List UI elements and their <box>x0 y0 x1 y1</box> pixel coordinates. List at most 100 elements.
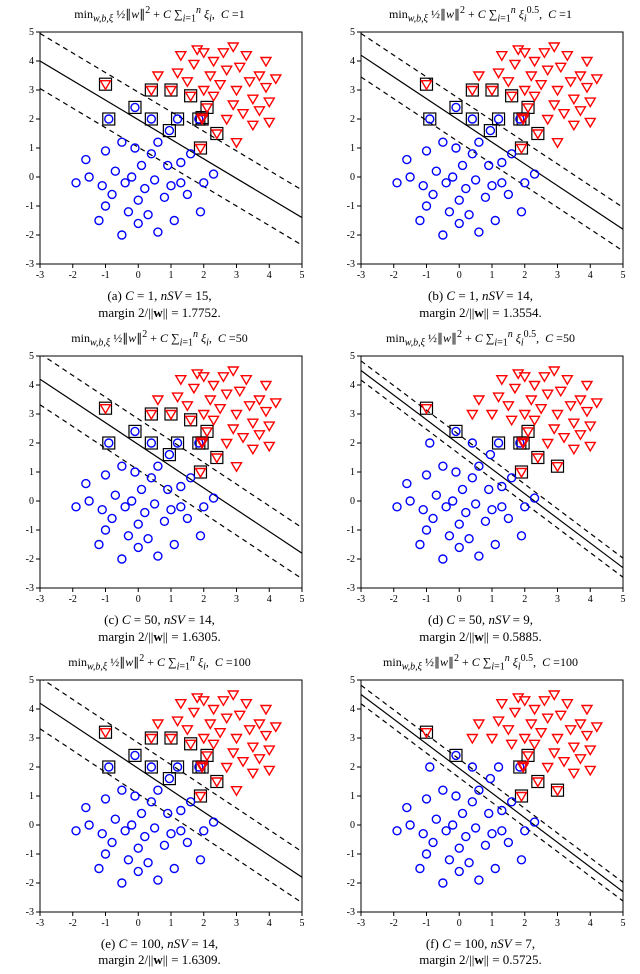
svg-text:1: 1 <box>29 467 34 478</box>
svg-text:-2: -2 <box>346 878 354 889</box>
panel-a: minw,b,ξ ½∥w∥2 + C ∑i=1n ξi, C =1-3-2-10… <box>5 5 314 321</box>
panel-c: minw,b,ξ ½∥w∥2 + C ∑i=1n ξi, C =50-3-2-1… <box>5 329 314 645</box>
svg-text:-1: -1 <box>101 918 109 929</box>
svg-text:-2: -2 <box>68 918 76 929</box>
svg-text:-3: -3 <box>356 270 364 281</box>
svg-text:3: 3 <box>29 409 34 420</box>
svg-text:4: 4 <box>266 270 271 281</box>
svg-text:-2: -2 <box>346 554 354 565</box>
svg-text:-1: -1 <box>422 594 430 605</box>
svg-text:4: 4 <box>350 380 355 391</box>
svg-text:3: 3 <box>350 85 355 96</box>
svg-text:-3: -3 <box>35 594 43 605</box>
panel-b: minw,b,ξ ½∥w∥2 + C ∑i=1n ξi0.5, C =1 -3 -2… <box>326 5 635 321</box>
svg-text:3: 3 <box>29 733 34 744</box>
svg-text:-3: -3 <box>35 918 43 929</box>
svg-text:4: 4 <box>587 594 592 605</box>
svg-text:3: 3 <box>555 918 560 929</box>
svg-text:-2: -2 <box>389 918 397 929</box>
svg-text:0: 0 <box>456 918 461 929</box>
svg-text:2: 2 <box>522 270 527 281</box>
svg-text:0: 0 <box>456 270 461 281</box>
svg-text:5: 5 <box>620 594 625 605</box>
svg-text:5: 5 <box>29 675 34 686</box>
panel-d: minw,b,ξ ½∥w∥2 + C ∑i=1n ξi0.5, C =50-3-… <box>326 329 635 645</box>
svg-text:-3: -3 <box>346 259 354 270</box>
svg-text:1: 1 <box>350 791 355 802</box>
scatter-plot: -3-2-1012345-3-2-1012345 <box>10 674 310 934</box>
scatter-plot: -3-2-1012345-3-2-1012345 <box>10 350 310 610</box>
svg-text:4: 4 <box>266 594 271 605</box>
panel-e: minw,b,ξ ½∥w∥2 + C ∑i=1n ξi, C =100 -3 -2 -… <box>5 653 314 969</box>
svg-text:-3: -3 <box>25 583 33 594</box>
svg-text:0: 0 <box>29 820 34 831</box>
svg-text:4: 4 <box>266 918 271 929</box>
plot-caption: (d) C = 50, nSV = 9,margin 2/||w|| = 0.5… <box>419 612 542 645</box>
svg-text:-3: -3 <box>25 259 33 270</box>
figure-grid: minw,b,ξ ½∥w∥2 + C ∑i=1n ξi, C =1-3-2-10… <box>5 5 635 969</box>
svg-text:0: 0 <box>135 594 140 605</box>
svg-text:-3: -3 <box>346 907 354 918</box>
plot-title: minw,b,ξ ½∥w∥2 + C ∑i=1n ξi0.5, C =100 <box>383 653 578 672</box>
panel-f: minw,b,ξ ½∥w∥2 + C ∑i=1n ξi0.5, C =100 -3… <box>326 653 635 969</box>
svg-text:4: 4 <box>29 56 34 67</box>
plot-caption: (b) C = 1, nSV = 14,margin 2/||w|| = 1.3… <box>419 288 542 321</box>
svg-text:1: 1 <box>489 270 494 281</box>
svg-text:0: 0 <box>135 918 140 929</box>
svg-text:2: 2 <box>201 918 206 929</box>
svg-text:5: 5 <box>29 351 34 362</box>
svg-text:2: 2 <box>29 762 34 773</box>
svg-text:2: 2 <box>201 270 206 281</box>
plot-caption: (e) C = 100, nSV = 14,margin 2/||w|| = 1… <box>98 936 221 969</box>
svg-text:-2: -2 <box>389 594 397 605</box>
svg-text:-3: -3 <box>356 918 364 929</box>
svg-text:-2: -2 <box>68 594 76 605</box>
svg-text:3: 3 <box>29 85 34 96</box>
svg-text:-3: -3 <box>356 594 364 605</box>
svg-text:2: 2 <box>350 762 355 773</box>
svg-text:4: 4 <box>587 270 592 281</box>
svg-text:1: 1 <box>168 270 173 281</box>
svg-text:-1: -1 <box>25 525 33 536</box>
svg-text:1: 1 <box>29 143 34 154</box>
svg-text:-3: -3 <box>346 583 354 594</box>
svg-text:-2: -2 <box>389 270 397 281</box>
scatter-plot: -3-2-1012345-3-2-1012345 <box>331 674 631 934</box>
svg-text:0: 0 <box>350 820 355 831</box>
svg-text:3: 3 <box>234 918 239 929</box>
svg-text:-2: -2 <box>346 230 354 241</box>
scatter-plot: -3-2-1012345-3-2-1012345 <box>331 26 631 286</box>
svg-text:-1: -1 <box>25 849 33 860</box>
svg-text:0: 0 <box>350 172 355 183</box>
svg-text:0: 0 <box>350 496 355 507</box>
plot-title: minw,b,ξ ½∥w∥2 + C ∑i=1n ξi0.5, C =50 <box>386 329 575 348</box>
svg-text:4: 4 <box>350 704 355 715</box>
svg-text:3: 3 <box>555 594 560 605</box>
svg-text:1: 1 <box>350 143 355 154</box>
svg-text:3: 3 <box>350 733 355 744</box>
svg-text:4: 4 <box>29 380 34 391</box>
svg-text:-3: -3 <box>25 907 33 918</box>
svg-text:1: 1 <box>489 594 494 605</box>
svg-text:2: 2 <box>350 438 355 449</box>
svg-text:-1: -1 <box>422 270 430 281</box>
svg-text:-1: -1 <box>346 201 354 212</box>
svg-text:-2: -2 <box>68 270 76 281</box>
plot-title: minw,b,ξ ½∥w∥2 + C ∑i=1n ξi, C =100 <box>68 653 250 672</box>
svg-text:5: 5 <box>620 270 625 281</box>
svg-text:0: 0 <box>29 496 34 507</box>
svg-text:2: 2 <box>29 114 34 125</box>
svg-text:0: 0 <box>29 172 34 183</box>
svg-text:-1: -1 <box>25 201 33 212</box>
plot-caption: (c) C = 50, nSV = 14,margin 2/||w|| = 1.… <box>98 612 221 645</box>
svg-text:0: 0 <box>135 270 140 281</box>
svg-text:5: 5 <box>299 594 304 605</box>
svg-text:1: 1 <box>489 918 494 929</box>
svg-text:5: 5 <box>299 270 304 281</box>
plot-title: minw,b,ξ ½∥w∥2 + C ∑i=1n ξi0.5, C =1 <box>389 5 572 24</box>
svg-text:2: 2 <box>522 594 527 605</box>
svg-text:2: 2 <box>522 918 527 929</box>
plot-caption: (f) C = 100, nSV = 7,margin 2/||w|| = 0.… <box>419 936 542 969</box>
svg-text:1: 1 <box>29 791 34 802</box>
svg-text:-1: -1 <box>346 849 354 860</box>
